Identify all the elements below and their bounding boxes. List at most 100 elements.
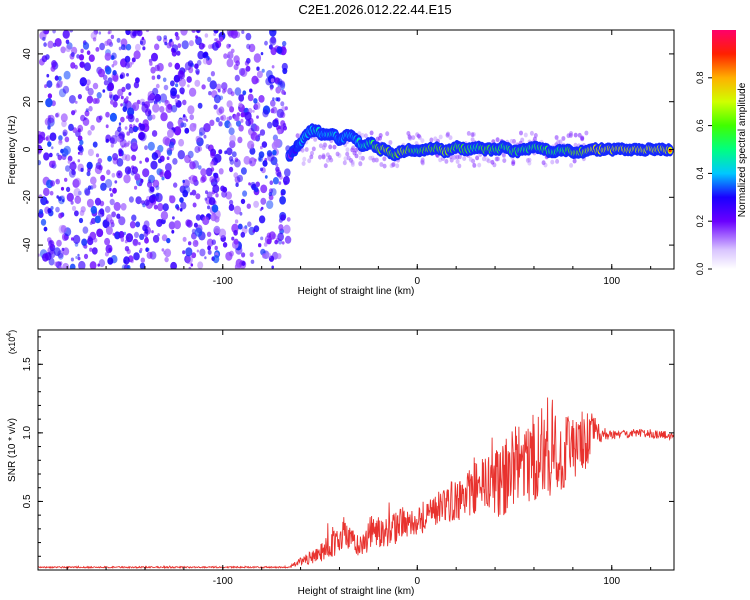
noise-speckle: [85, 108, 89, 112]
colorbar-gradient: [712, 30, 736, 269]
noise-speckle: [262, 253, 267, 259]
colorbar-tick-label: 0.4: [695, 167, 705, 180]
noise-speckle: [82, 226, 89, 234]
noise-speckle: [109, 137, 115, 144]
noise-speckle: [194, 145, 201, 154]
noise-speckle: [276, 108, 284, 118]
noise-speckle: [70, 200, 74, 205]
halo-speckle: [358, 155, 363, 161]
noise-speckle: [83, 253, 89, 260]
noise-speckle: [238, 94, 245, 102]
noise-speckle: [92, 37, 97, 42]
noise-speckle: [168, 221, 176, 230]
noise-speckle: [156, 35, 161, 40]
snr-panel: -100 0 100 0.5 1.0 1.5 Height of straight lin…: [6, 329, 675, 597]
noise-speckle: [142, 168, 150, 178]
halo-speckle: [385, 131, 390, 137]
noise-speckle: [45, 98, 53, 108]
noise-speckle: [210, 71, 215, 77]
noise-speckle: [272, 119, 279, 128]
noise-speckle: [152, 87, 159, 96]
noise-speckle: [125, 233, 134, 243]
noise-speckle: [47, 208, 52, 214]
noise-speckle: [178, 77, 186, 87]
noise-speckle: [66, 42, 73, 50]
noise-speckle: [153, 204, 158, 210]
noise-speckle: [167, 129, 174, 138]
noise-speckle: [59, 139, 63, 144]
noise-speckle: [233, 64, 239, 71]
noise-speckle: [196, 137, 204, 147]
noise-speckle: [105, 244, 113, 254]
noise-speckle: [112, 153, 119, 161]
noise-speckle: [222, 242, 228, 248]
noise-speckle: [282, 40, 287, 47]
noise-speckle: [80, 206, 86, 213]
noise-speckle: [253, 98, 258, 104]
noise-speckle: [166, 237, 171, 244]
noise-speckle: [212, 42, 219, 51]
noise-speckle: [116, 37, 121, 43]
noise-speckle: [128, 196, 134, 203]
noise-speckle: [156, 62, 164, 72]
noise-speckle: [84, 62, 91, 72]
noise-speckle: [154, 93, 161, 102]
noise-speckle: [50, 65, 56, 72]
noise-speckle: [182, 189, 189, 198]
noise-speckle: [124, 62, 130, 69]
halo-speckle: [573, 132, 578, 138]
noise-speckle: [250, 181, 256, 189]
noise-speckle: [190, 263, 194, 267]
halo-speckle: [445, 132, 450, 138]
noise-speckle: [44, 84, 48, 89]
noise-speckle: [87, 148, 94, 157]
noise-speckle: [194, 240, 198, 245]
noise-speckle: [102, 89, 106, 93]
noise-speckle: [199, 248, 206, 257]
noise-speckle: [258, 95, 265, 103]
noise-speckle: [145, 30, 150, 33]
noise-speckle: [126, 131, 130, 136]
noise-speckle: [225, 191, 232, 200]
noise-speckle: [54, 75, 59, 81]
noise-speckle: [62, 85, 70, 94]
halo-speckle: [375, 157, 380, 163]
noise-speckle: [58, 212, 63, 219]
halo-speckle: [475, 155, 480, 161]
noise-speckle: [100, 174, 106, 182]
halo-speckle: [420, 138, 425, 144]
noise-speckle: [215, 83, 222, 91]
noise-speckle: [121, 86, 126, 93]
noise-speckle: [149, 186, 155, 193]
noise-speckle: [171, 44, 179, 53]
noise-speckle: [182, 236, 187, 242]
noise-speckle: [118, 216, 126, 226]
halo-speckle: [332, 144, 337, 150]
noise-speckle: [86, 171, 91, 177]
noise-speckle: [107, 82, 114, 91]
noise-speckle: [262, 160, 268, 167]
noise-speckle: [114, 231, 121, 239]
noise-speckle: [68, 123, 74, 131]
bottom-axes: -100 0 100 0.5 1.0 1.5: [22, 330, 674, 587]
noise-speckle: [90, 176, 97, 185]
noise-speckle: [168, 62, 173, 68]
noise-speckle: [75, 256, 78, 259]
noise-speckle: [253, 225, 260, 233]
noise-speckle: [268, 192, 272, 197]
noise-speckle: [204, 33, 209, 38]
noise-speckle: [91, 247, 98, 255]
noise-speckle: [62, 247, 70, 256]
noise-speckle: [270, 47, 277, 56]
bottom-y-tick-label: 0.5: [22, 494, 33, 508]
noise-speckle: [134, 185, 138, 190]
noise-speckle: [120, 103, 123, 107]
noise-speckle: [159, 106, 165, 113]
halo-speckle: [462, 156, 467, 162]
noise-speckle: [45, 135, 51, 142]
noise-speckle: [166, 149, 173, 156]
noise-speckle: [172, 158, 178, 165]
noise-speckle: [152, 234, 160, 243]
halo-speckle: [335, 151, 340, 157]
noise-speckle: [48, 249, 56, 259]
